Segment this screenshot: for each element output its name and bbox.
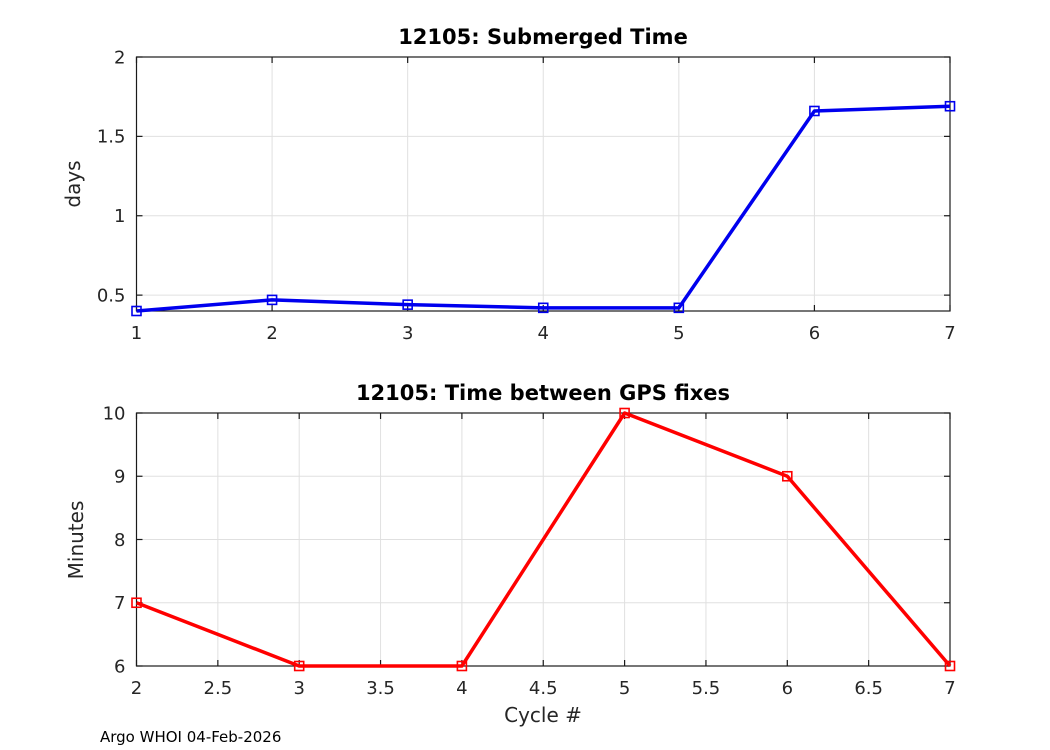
data-point-marker — [537, 302, 549, 314]
y-tick-label: 2 — [114, 47, 125, 68]
data-point-marker — [266, 294, 278, 306]
data-point-marker — [293, 660, 305, 672]
data-point-marker — [809, 105, 820, 117]
submerged-time-ylabel: days — [61, 160, 85, 208]
y-tick-label: 1 — [114, 206, 125, 227]
data-point-marker — [402, 299, 413, 310]
cycle-number-xlabel: Cycle # — [504, 703, 582, 727]
x-tick-label: 2.5 — [204, 678, 233, 699]
chart-area-0: 1 2 3 4 5 6 70.511.52 — [97, 47, 956, 344]
y-tick-label: 1.5 — [97, 127, 126, 148]
x-tick-label: 1 — [131, 323, 142, 344]
chart-area-1: 2 2.5 3 3.5 4 4.5 5 5.5 6 6.5 7 6 7 8 9 10 — [103, 403, 956, 699]
series-line-1 — [135, 411, 952, 668]
data-point-marker — [619, 407, 630, 419]
y-tick-label: 10 — [103, 403, 126, 424]
x-tick-label: 4 — [538, 323, 549, 344]
gps-fixes-title: 12105: Time between GPS fixes — [355, 381, 731, 405]
x-tick-label: 6.5 — [854, 678, 883, 699]
x-tick-label: 2 — [266, 323, 277, 344]
x-tick-label: 3 — [402, 323, 413, 344]
submerged-time-title: 12105: Submerged Time — [398, 25, 688, 49]
data-point-marker — [944, 100, 956, 112]
x-tick-label: 7 — [944, 678, 955, 699]
y-tick-label: 9 — [114, 467, 125, 488]
y-tick-label: 7 — [114, 593, 125, 614]
data-point-marker — [944, 660, 956, 672]
x-tick-label: 2 — [131, 678, 142, 699]
data-point-marker — [456, 660, 468, 672]
x-tick-label: 5 — [673, 323, 684, 344]
x-tick-label: 4 — [456, 678, 467, 699]
y-tick-label: 8 — [114, 530, 125, 551]
x-tick-label: 7 — [944, 323, 955, 344]
y-tick-label: 6 — [114, 656, 125, 677]
x-tick-label: 4.5 — [529, 678, 558, 699]
x-tick-label: 6 — [782, 678, 793, 699]
data-point-marker — [781, 470, 793, 482]
series-line-0 — [136, 104, 951, 313]
x-tick-label: 3 — [293, 678, 304, 699]
gps-fixes-ylabel: Minutes — [64, 500, 88, 580]
x-tick-label: 6 — [809, 323, 820, 344]
data-point-marker — [131, 597, 142, 609]
data-point-marker — [131, 305, 142, 317]
x-tick-label: 5 — [619, 678, 630, 699]
footer-annotation: Argo WHOI 04-Feb-2026 — [100, 728, 282, 746]
y-tick-label: 0.5 — [97, 285, 126, 306]
x-tick-label: 3.5 — [366, 678, 395, 699]
x-tick-label: 5.5 — [692, 678, 721, 699]
data-point-marker — [673, 302, 685, 314]
